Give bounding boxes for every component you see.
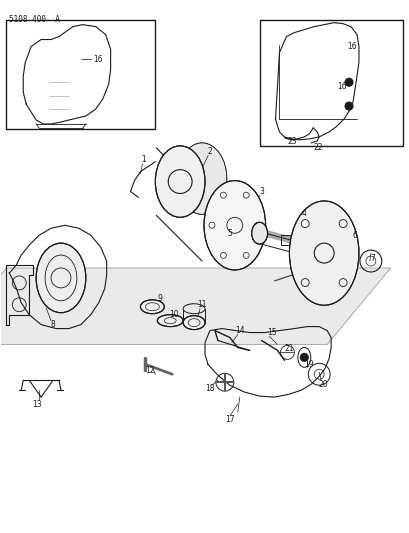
Ellipse shape bbox=[140, 300, 164, 314]
Text: 12: 12 bbox=[145, 366, 155, 375]
Text: 21: 21 bbox=[284, 344, 293, 353]
Text: 9: 9 bbox=[157, 294, 162, 303]
Text: 5: 5 bbox=[227, 229, 232, 238]
Text: 15: 15 bbox=[266, 328, 276, 337]
Text: 19: 19 bbox=[304, 360, 313, 369]
Text: 1: 1 bbox=[141, 155, 146, 164]
Ellipse shape bbox=[155, 146, 204, 217]
Text: 23: 23 bbox=[287, 137, 297, 146]
Ellipse shape bbox=[204, 181, 265, 270]
Text: 13: 13 bbox=[32, 400, 42, 409]
Text: 14: 14 bbox=[234, 326, 244, 335]
Ellipse shape bbox=[36, 243, 85, 313]
Text: 6: 6 bbox=[352, 231, 357, 240]
Ellipse shape bbox=[251, 222, 267, 244]
Ellipse shape bbox=[183, 316, 204, 329]
Ellipse shape bbox=[177, 143, 226, 214]
Text: 16: 16 bbox=[346, 42, 356, 51]
Text: 17: 17 bbox=[225, 415, 234, 424]
Bar bbox=[7, 20, 155, 129]
Text: 22: 22 bbox=[312, 143, 322, 152]
Text: 11: 11 bbox=[197, 300, 206, 309]
Circle shape bbox=[300, 353, 308, 361]
Text: 16: 16 bbox=[336, 82, 346, 91]
Circle shape bbox=[344, 78, 352, 86]
Bar bbox=[259, 20, 402, 146]
Text: 3: 3 bbox=[258, 187, 263, 196]
Text: 7: 7 bbox=[369, 254, 374, 263]
Ellipse shape bbox=[289, 201, 358, 305]
Text: 4: 4 bbox=[301, 209, 306, 218]
Text: 16: 16 bbox=[92, 55, 102, 64]
Text: 10: 10 bbox=[169, 310, 179, 319]
Text: 18: 18 bbox=[205, 384, 214, 393]
Bar bbox=[281, 235, 301, 245]
Ellipse shape bbox=[157, 314, 183, 327]
Polygon shape bbox=[0, 268, 390, 344]
Text: 2: 2 bbox=[207, 147, 212, 156]
Text: 8: 8 bbox=[51, 320, 55, 329]
Circle shape bbox=[344, 102, 352, 110]
Text: 20: 20 bbox=[318, 379, 327, 389]
Text: 5108 400  A: 5108 400 A bbox=[9, 15, 60, 23]
